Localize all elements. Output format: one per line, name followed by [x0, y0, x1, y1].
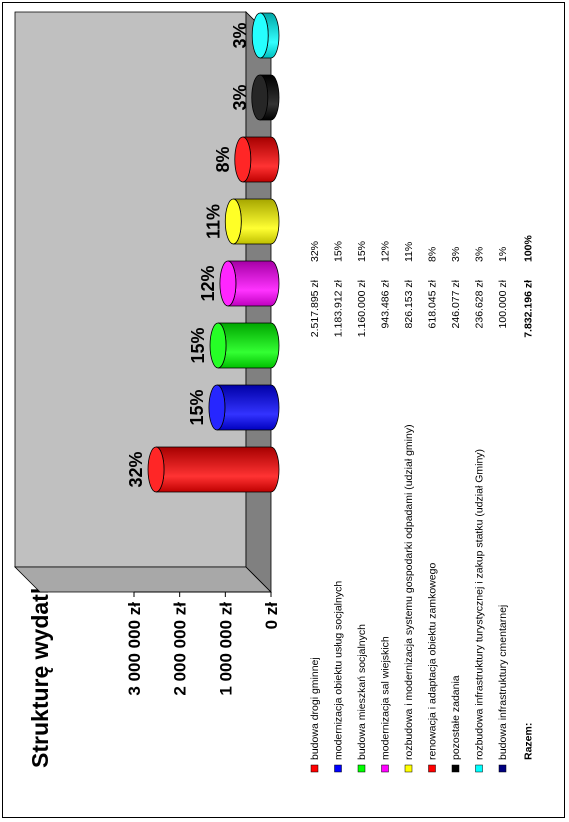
y-tick-label: 0 zł [262, 602, 281, 630]
y-tick-label: 3 000 000 zł [125, 602, 144, 696]
bar-2 [208, 384, 280, 431]
bar-top [224, 198, 242, 245]
legend-marker [404, 764, 413, 773]
bar-top [209, 322, 227, 369]
legend-value: 2.517.895 zł [309, 279, 321, 337]
bar-top [147, 446, 165, 493]
total-percent: 100% [523, 234, 535, 262]
legend-label: budowa infrastruktury cmentarnej [497, 605, 509, 760]
legend-label: modernizacja obiektu usług socjalnych [333, 581, 345, 760]
legend-percent: 3% [474, 247, 486, 262]
bar-body [155, 446, 280, 493]
bar-percent-label: 32% [126, 451, 146, 487]
legend-percent: 11% [403, 242, 415, 262]
bar-body [216, 384, 280, 431]
legend-label: budowa mieszkań socjalnych [356, 624, 368, 760]
bar-3 [209, 322, 280, 369]
y-tick-label: 2 000 000 zł [171, 602, 190, 696]
legend-marker [310, 764, 319, 773]
bar-7 [251, 74, 280, 121]
legend-label: modernizacja sal wiejskich [380, 636, 392, 760]
legend-value: 618.045 zł [427, 279, 439, 328]
legend-marker [357, 764, 366, 773]
bar-6 [234, 136, 280, 183]
legend-value: 943.486 zł [380, 279, 392, 328]
legend-label: budowa drogi gminnej [309, 657, 321, 760]
bar-top [219, 260, 237, 307]
legend-marker [381, 764, 389, 773]
legend-label: rozbudowa infrastruktury turystycznej i … [474, 449, 486, 760]
legend-percent: 1% [497, 247, 509, 262]
chart-side-wall [14, 566, 272, 593]
bar-top [234, 136, 252, 183]
bar-percent-label: 11% [203, 204, 223, 239]
legend-percent: 32% [309, 241, 321, 262]
bar-percent-label: 3% [230, 84, 250, 110]
bar-top [208, 384, 226, 431]
bar-top [251, 74, 269, 121]
legend-marker [475, 764, 483, 773]
legend-percent: 3% [450, 247, 462, 262]
legend-percent: 8% [427, 247, 439, 262]
bar-1 [147, 446, 280, 493]
legend-value: 236.628 zł [474, 279, 486, 328]
bar-percent-label: 15% [188, 327, 208, 363]
bar-4 [219, 260, 280, 307]
total-value: 7.832.196 zł [523, 280, 535, 338]
legend-label: renowacja i adaptacja obiektu zamkowego [427, 563, 439, 760]
bar-5 [224, 198, 280, 245]
bar-percent-label: 8% [213, 146, 233, 172]
bar-8 [251, 12, 280, 59]
legend-value: 1.160.000 zł [356, 279, 368, 337]
legend-label: pozostałe zadania [450, 675, 462, 760]
legend-marker [498, 764, 507, 773]
legend-marker [334, 764, 342, 773]
bar-body [217, 322, 280, 369]
legend-value: 100.000 zł [497, 279, 509, 328]
legend-percent: 15% [333, 241, 345, 262]
legend-marker [451, 764, 460, 773]
legend-percent: 15% [356, 241, 368, 262]
legend-percent: 12% [380, 241, 392, 262]
bar-top [251, 12, 269, 59]
legend-marker [428, 764, 436, 773]
bar-percent-label: 12% [198, 265, 218, 301]
legend-value: 826.153 zł [403, 279, 415, 328]
legend-value: 246.077 zł [450, 279, 462, 328]
legend-label: rozbudowa i modernizacja systemu gospoda… [403, 424, 415, 760]
total-label: Razem: [523, 723, 535, 760]
bar-percent-label: 15% [187, 389, 207, 425]
bar-percent-label: 3% [230, 22, 250, 48]
y-tick-label: 1 000 000 zł [216, 602, 235, 696]
legend-value: 1.183.912 zł [333, 279, 345, 337]
